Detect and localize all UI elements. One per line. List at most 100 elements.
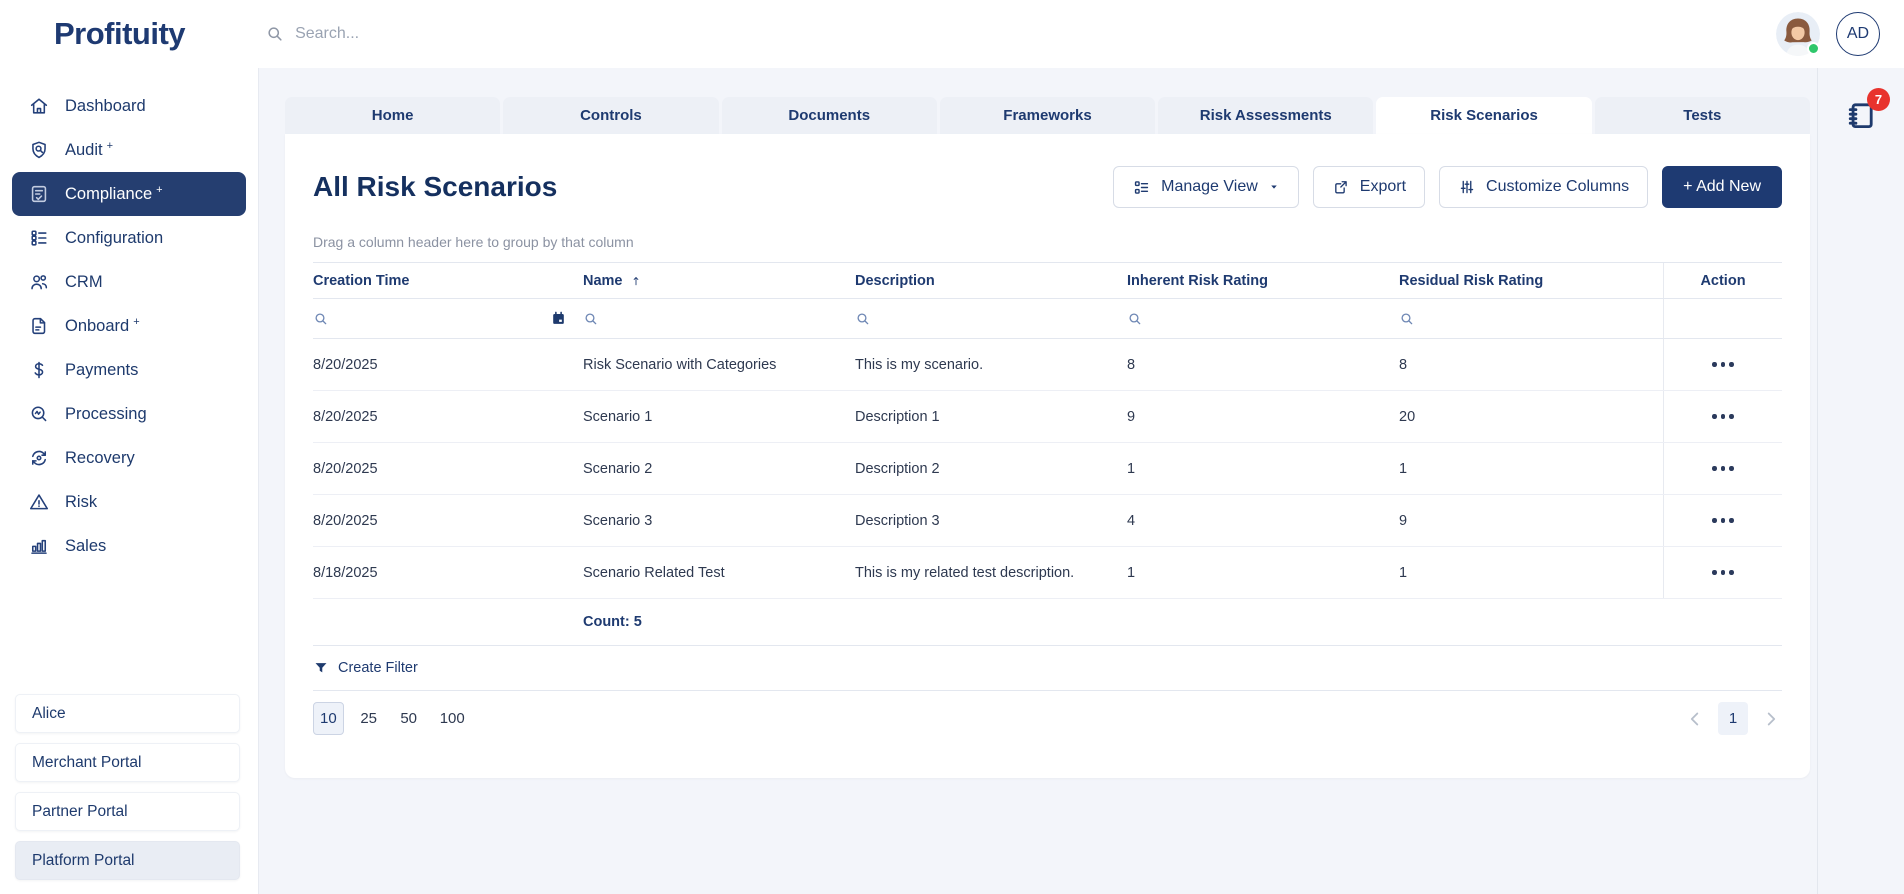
- row-actions-menu-button[interactable]: [1706, 564, 1740, 581]
- cell-name: Scenario Related Test: [583, 564, 725, 581]
- cell-description: Description 1: [855, 408, 940, 425]
- notifications-panel-button[interactable]: 7: [1843, 88, 1890, 137]
- tab-strip: Home Controls Documents Frameworks Risk …: [285, 97, 1810, 134]
- tab-home[interactable]: Home: [285, 97, 501, 134]
- cell-description: Description 2: [855, 460, 940, 477]
- column-header-inherent-risk[interactable]: Inherent Risk Rating: [1127, 272, 1268, 289]
- sidebar-item-configuration[interactable]: Configuration: [12, 216, 246, 260]
- column-header-description[interactable]: Description: [855, 272, 935, 289]
- risk-scenarios-table: Creation Time Name Description Inherent …: [313, 262, 1782, 646]
- filter-inherent-risk[interactable]: [1127, 299, 1399, 338]
- portal-item-partner[interactable]: Partner Portal: [15, 792, 240, 831]
- sidebar-item-dashboard[interactable]: Dashboard: [12, 84, 246, 128]
- search-input[interactable]: [295, 25, 556, 43]
- cell-residual-risk: 9: [1399, 512, 1408, 529]
- portal-switcher: Alice Merchant Portal Partner Portal Pla…: [0, 694, 258, 884]
- cell-creation-time: 8/20/2025: [313, 512, 378, 529]
- table-row: 8/18/2025 Scenario Related Test This is …: [313, 547, 1782, 599]
- sidebar-item-risk[interactable]: Risk: [12, 480, 246, 524]
- topbar-right: AD: [1776, 12, 1880, 56]
- search-icon: [585, 312, 597, 324]
- tab-risk-scenarios[interactable]: Risk Scenarios: [1376, 97, 1592, 134]
- sidebar-item-label: Configuration: [65, 228, 164, 247]
- column-header-creation-time[interactable]: Creation Time: [313, 272, 410, 289]
- sidebar-item-payments[interactable]: Payments: [12, 348, 246, 392]
- page-size-100[interactable]: 100: [439, 710, 465, 727]
- customize-columns-button[interactable]: Customize Columns: [1439, 166, 1649, 208]
- previous-page-button[interactable]: [1684, 708, 1706, 730]
- cell-creation-time: 8/20/2025: [313, 460, 378, 477]
- cell-inherent-risk: 4: [1127, 512, 1136, 529]
- cell-creation-time: 8/18/2025: [313, 564, 378, 581]
- add-new-button[interactable]: + Add New: [1662, 166, 1782, 208]
- onboard-document-icon: [32, 317, 46, 335]
- cell-name: Scenario 1: [583, 408, 653, 425]
- online-status-dot: [1807, 42, 1820, 55]
- risk-warning-icon: [29, 494, 49, 510]
- global-search[interactable]: [265, 24, 556, 44]
- export-button[interactable]: Export: [1312, 166, 1426, 208]
- page-size-25[interactable]: 25: [360, 710, 378, 727]
- chevron-down-icon: [1271, 185, 1277, 189]
- app-logo: Profituity: [54, 16, 186, 51]
- sidebar: Dashboard Audit + Compliance + Configurati…: [0, 68, 259, 894]
- column-header-action: Action: [1663, 263, 1782, 298]
- search-icon: [1401, 312, 1413, 324]
- tab-tests[interactable]: Tests: [1594, 97, 1810, 134]
- tab-risk-assessments[interactable]: Risk Assessments: [1158, 97, 1374, 134]
- chevron-right-icon: [1767, 712, 1776, 725]
- column-header-name[interactable]: Name: [583, 273, 855, 289]
- cell-residual-risk: 1: [1399, 460, 1408, 477]
- page-title: All Risk Scenarios: [313, 171, 558, 202]
- sidebar-item-label: Processing: [65, 404, 147, 423]
- user-initials-badge[interactable]: AD: [1836, 12, 1880, 56]
- sales-chart-icon: [31, 539, 47, 554]
- calendar-icon[interactable]: [550, 310, 567, 327]
- row-actions-menu-button[interactable]: [1706, 512, 1740, 529]
- portal-item-alice[interactable]: Alice: [15, 694, 240, 733]
- row-actions-menu-button[interactable]: [1706, 356, 1740, 373]
- filter-residual-risk[interactable]: [1399, 299, 1663, 338]
- user-avatar[interactable]: [1776, 12, 1820, 56]
- top-header: Profituity AD: [0, 0, 1904, 68]
- cell-residual-risk: 20: [1399, 408, 1416, 425]
- page-size-selector: 10 25 50 100: [313, 702, 471, 735]
- sidebar-item-audit[interactable]: Audit +: [12, 128, 246, 172]
- tab-controls[interactable]: Controls: [503, 97, 719, 134]
- next-page-button[interactable]: [1760, 708, 1782, 730]
- portal-item-merchant[interactable]: Merchant Portal: [15, 743, 240, 782]
- filter-description[interactable]: [855, 299, 1127, 338]
- filter-name[interactable]: [583, 299, 855, 338]
- cell-residual-risk: 8: [1399, 356, 1408, 373]
- tab-frameworks[interactable]: Frameworks: [939, 97, 1156, 134]
- column-header-residual-risk[interactable]: Residual Risk Rating: [1399, 272, 1544, 289]
- page-size-10[interactable]: 10: [313, 702, 344, 735]
- configuration-icon: [31, 230, 47, 246]
- sidebar-item-label: CRM: [65, 272, 103, 291]
- row-actions-menu-button[interactable]: [1706, 460, 1740, 477]
- recovery-sync-icon: [31, 450, 47, 466]
- tab-documents[interactable]: Documents: [721, 97, 937, 134]
- sidebar-item-compliance[interactable]: Compliance +: [12, 172, 246, 216]
- current-page-indicator[interactable]: 1: [1718, 702, 1748, 735]
- risk-scenarios-panel: All Risk Scenarios Manage View Export: [285, 134, 1810, 778]
- cell-creation-time: 8/20/2025: [313, 408, 378, 425]
- sidebar-item-processing[interactable]: Processing: [12, 392, 246, 436]
- filter-funnel-icon: [315, 663, 327, 673]
- page-size-50[interactable]: 50: [400, 710, 418, 727]
- cell-inherent-risk: 9: [1127, 408, 1136, 425]
- sidebar-item-onboard[interactable]: Onboard +: [12, 304, 246, 348]
- manage-view-button[interactable]: Manage View: [1113, 166, 1299, 208]
- portal-item-platform[interactable]: Platform Portal: [15, 841, 240, 880]
- cell-description: This is my scenario.: [855, 356, 984, 373]
- sidebar-item-sales[interactable]: Sales: [12, 524, 246, 568]
- create-filter-button[interactable]: Create Filter: [313, 646, 1782, 691]
- filter-creation-time[interactable]: [313, 299, 583, 338]
- cell-description: This is my related test description.: [855, 564, 1075, 581]
- crm-users-icon: [31, 275, 48, 290]
- sidebar-item-recovery[interactable]: Recovery: [12, 436, 246, 480]
- sidebar-item-crm[interactable]: CRM: [12, 260, 246, 304]
- search-icon: [315, 312, 327, 324]
- row-actions-menu-button[interactable]: [1706, 408, 1740, 425]
- manage-view-icon: [1134, 180, 1149, 194]
